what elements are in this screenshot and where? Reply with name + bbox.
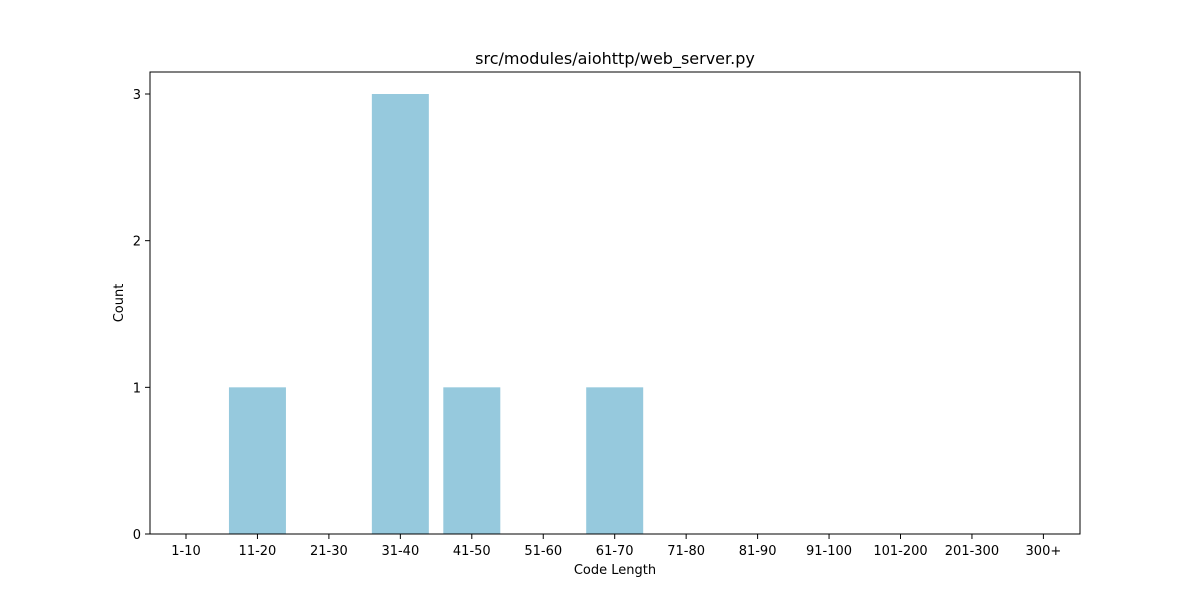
x-axis-label: Code Length xyxy=(574,563,656,578)
y-tick-label: 3 xyxy=(133,88,141,103)
x-tick-label: 11-20 xyxy=(239,544,277,559)
x-tick-label: 31-40 xyxy=(381,544,419,559)
x-tick-label: 41-50 xyxy=(453,544,491,559)
x-tick-label: 51-60 xyxy=(524,544,562,559)
x-tick-label: 81-90 xyxy=(739,544,777,559)
bars-group xyxy=(228,94,644,534)
x-tick-label: 1-10 xyxy=(171,544,201,559)
x-tick-label: 91-100 xyxy=(806,544,852,559)
bar-11-20 xyxy=(228,387,286,534)
x-axis: 1-10 11-20 21-30 31-40 41-50 51-60 61-70 71-80 8… xyxy=(171,534,1061,559)
bar-31-40 xyxy=(371,94,429,534)
x-tick-label: 61-70 xyxy=(596,544,634,559)
bar-61-70 xyxy=(586,387,644,534)
bar-41-50 xyxy=(443,387,501,534)
x-tick-label: 201-300 xyxy=(945,544,999,559)
y-axis-label: Count xyxy=(112,284,127,323)
y-axis: 0 1 2 3 xyxy=(133,88,150,543)
x-tick-label: 300+ xyxy=(1026,544,1062,559)
chart-title: src/modules/aiohttp/web_server.py xyxy=(475,49,755,69)
x-tick-label: 21-30 xyxy=(310,544,348,559)
x-tick-label: 71-80 xyxy=(667,544,705,559)
y-tick-label: 0 xyxy=(133,528,141,543)
x-tick-label: 101-200 xyxy=(873,544,927,559)
y-tick-label: 2 xyxy=(133,235,141,250)
y-tick-label: 1 xyxy=(133,381,141,396)
